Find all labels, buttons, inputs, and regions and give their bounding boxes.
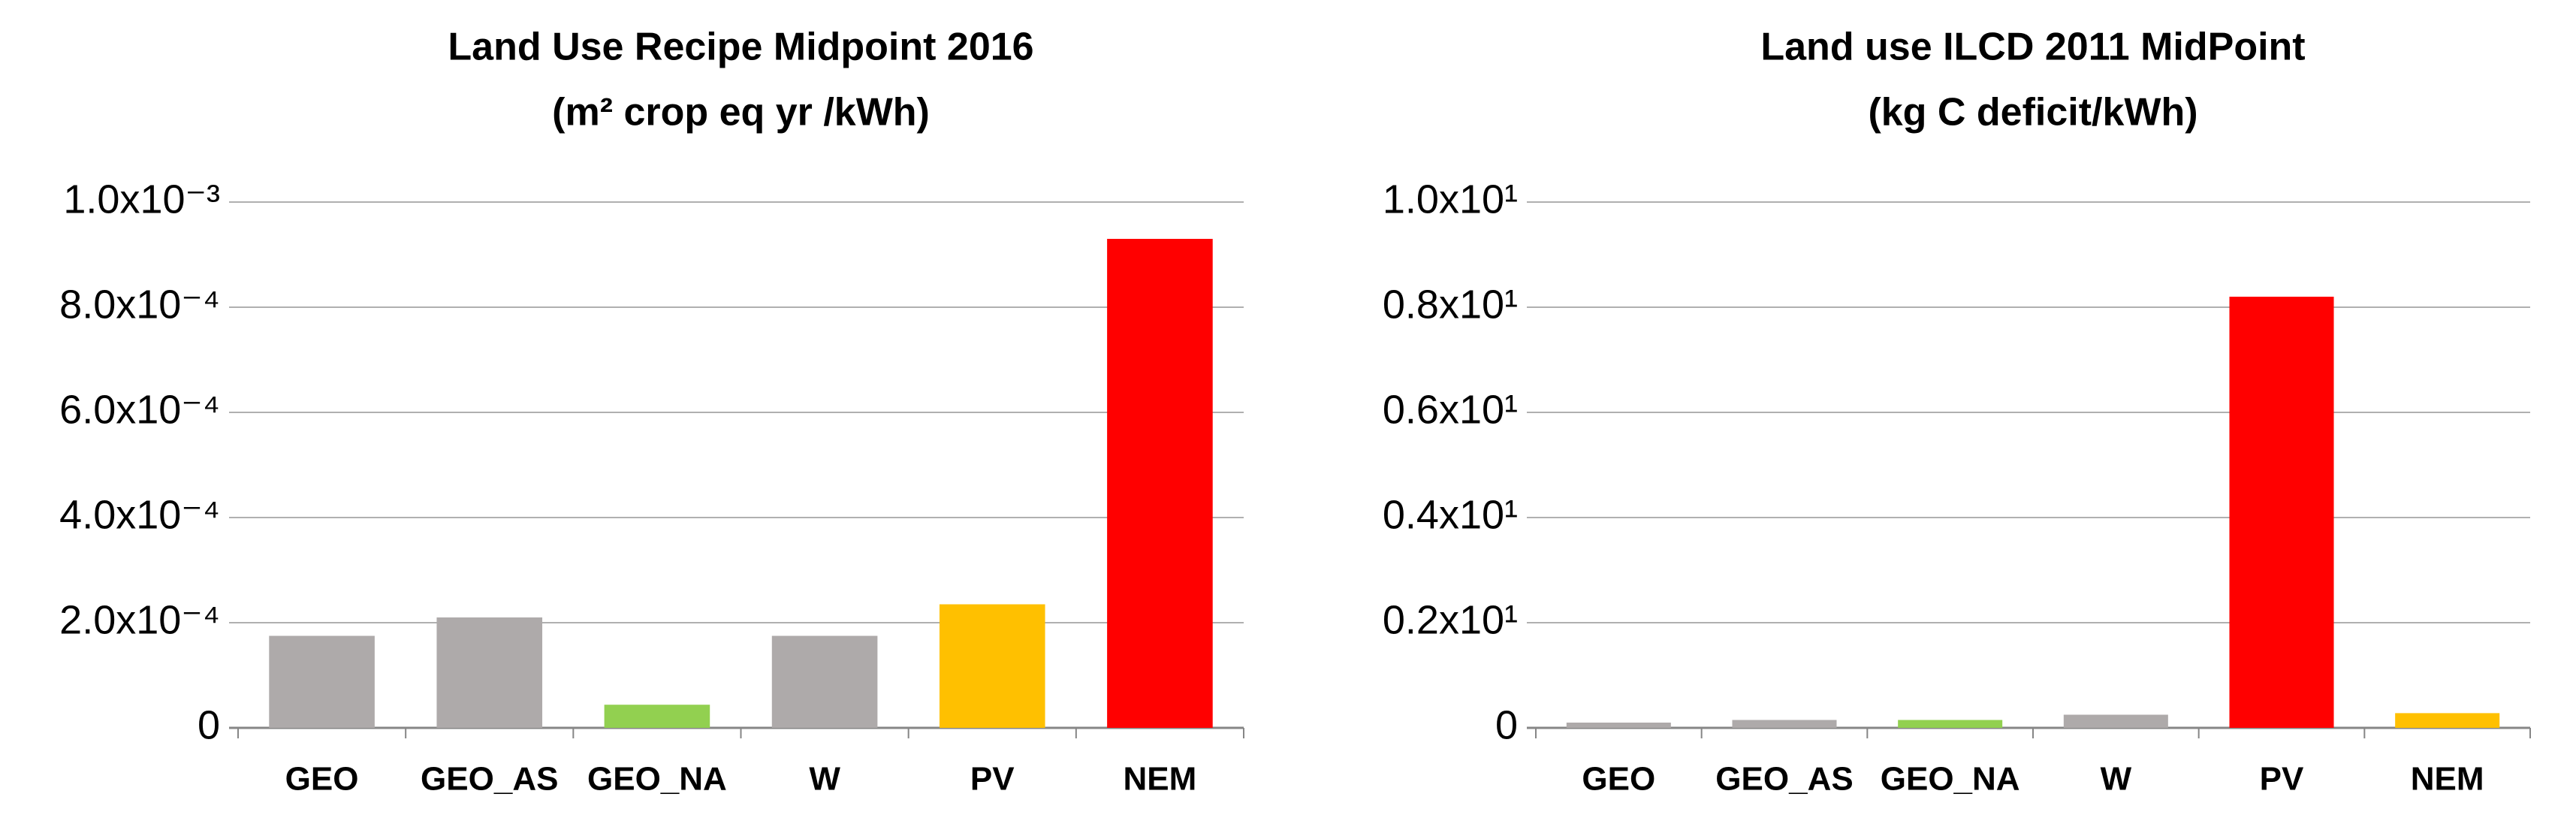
x-tick-label: PV [2260, 761, 2304, 798]
y-tick-label: 1.0x10¹ [1383, 177, 1518, 222]
bar [604, 705, 710, 728]
x-tick-label: GEO_AS [421, 761, 558, 798]
bar [269, 635, 375, 728]
y-tick-label: 2.0x10⁻⁴ [59, 597, 220, 642]
y-tick-label: 8.0x10⁻⁴ [59, 282, 220, 327]
chart-title: Land use ILCD 2011 MidPoint [1760, 26, 2305, 69]
bar [1898, 720, 2003, 728]
y-tick-label: 0.8x10¹ [1383, 282, 1518, 327]
bar [1732, 720, 1837, 728]
bar [2395, 713, 2500, 728]
y-tick-label: 0.4x10¹ [1383, 492, 1518, 537]
x-tick-label: W [809, 761, 840, 798]
bar [939, 604, 1045, 728]
bar [2063, 714, 2168, 728]
x-tick-label: GEO [1582, 761, 1655, 798]
chart-title: Land Use Recipe Midpoint 2016 [448, 26, 1033, 69]
bar [1566, 723, 1671, 728]
x-tick-label: PV [970, 761, 1015, 798]
x-tick-label: GEO_AS [1715, 761, 1853, 798]
y-tick-label: 1.0x10⁻³ [63, 177, 220, 222]
x-tick-label: GEO_NA [1881, 761, 2020, 798]
bar [771, 635, 878, 728]
y-tick-label: 4.0x10⁻⁴ [59, 492, 220, 537]
x-tick-label: NEM [1124, 761, 1197, 798]
chart-subtitle: (m² crop eq yr /kWh) [552, 91, 930, 134]
y-tick-label: 0 [1495, 702, 1518, 747]
x-tick-label: W [2101, 761, 2132, 798]
chart-subtitle: (kg C deficit/kWh) [1868, 91, 2197, 134]
bar [2229, 297, 2334, 728]
y-tick-label: 6.0x10⁻⁴ [59, 387, 220, 432]
x-tick-label: GEO_NA [587, 761, 727, 798]
x-tick-label: GEO [285, 761, 359, 798]
bar [1107, 239, 1213, 728]
y-tick-label: 0 [198, 702, 220, 747]
y-tick-label: 0.6x10¹ [1383, 387, 1518, 432]
x-tick-label: NEM [2411, 761, 2484, 798]
y-tick-label: 0.2x10¹ [1383, 597, 1518, 642]
bar [436, 617, 543, 728]
